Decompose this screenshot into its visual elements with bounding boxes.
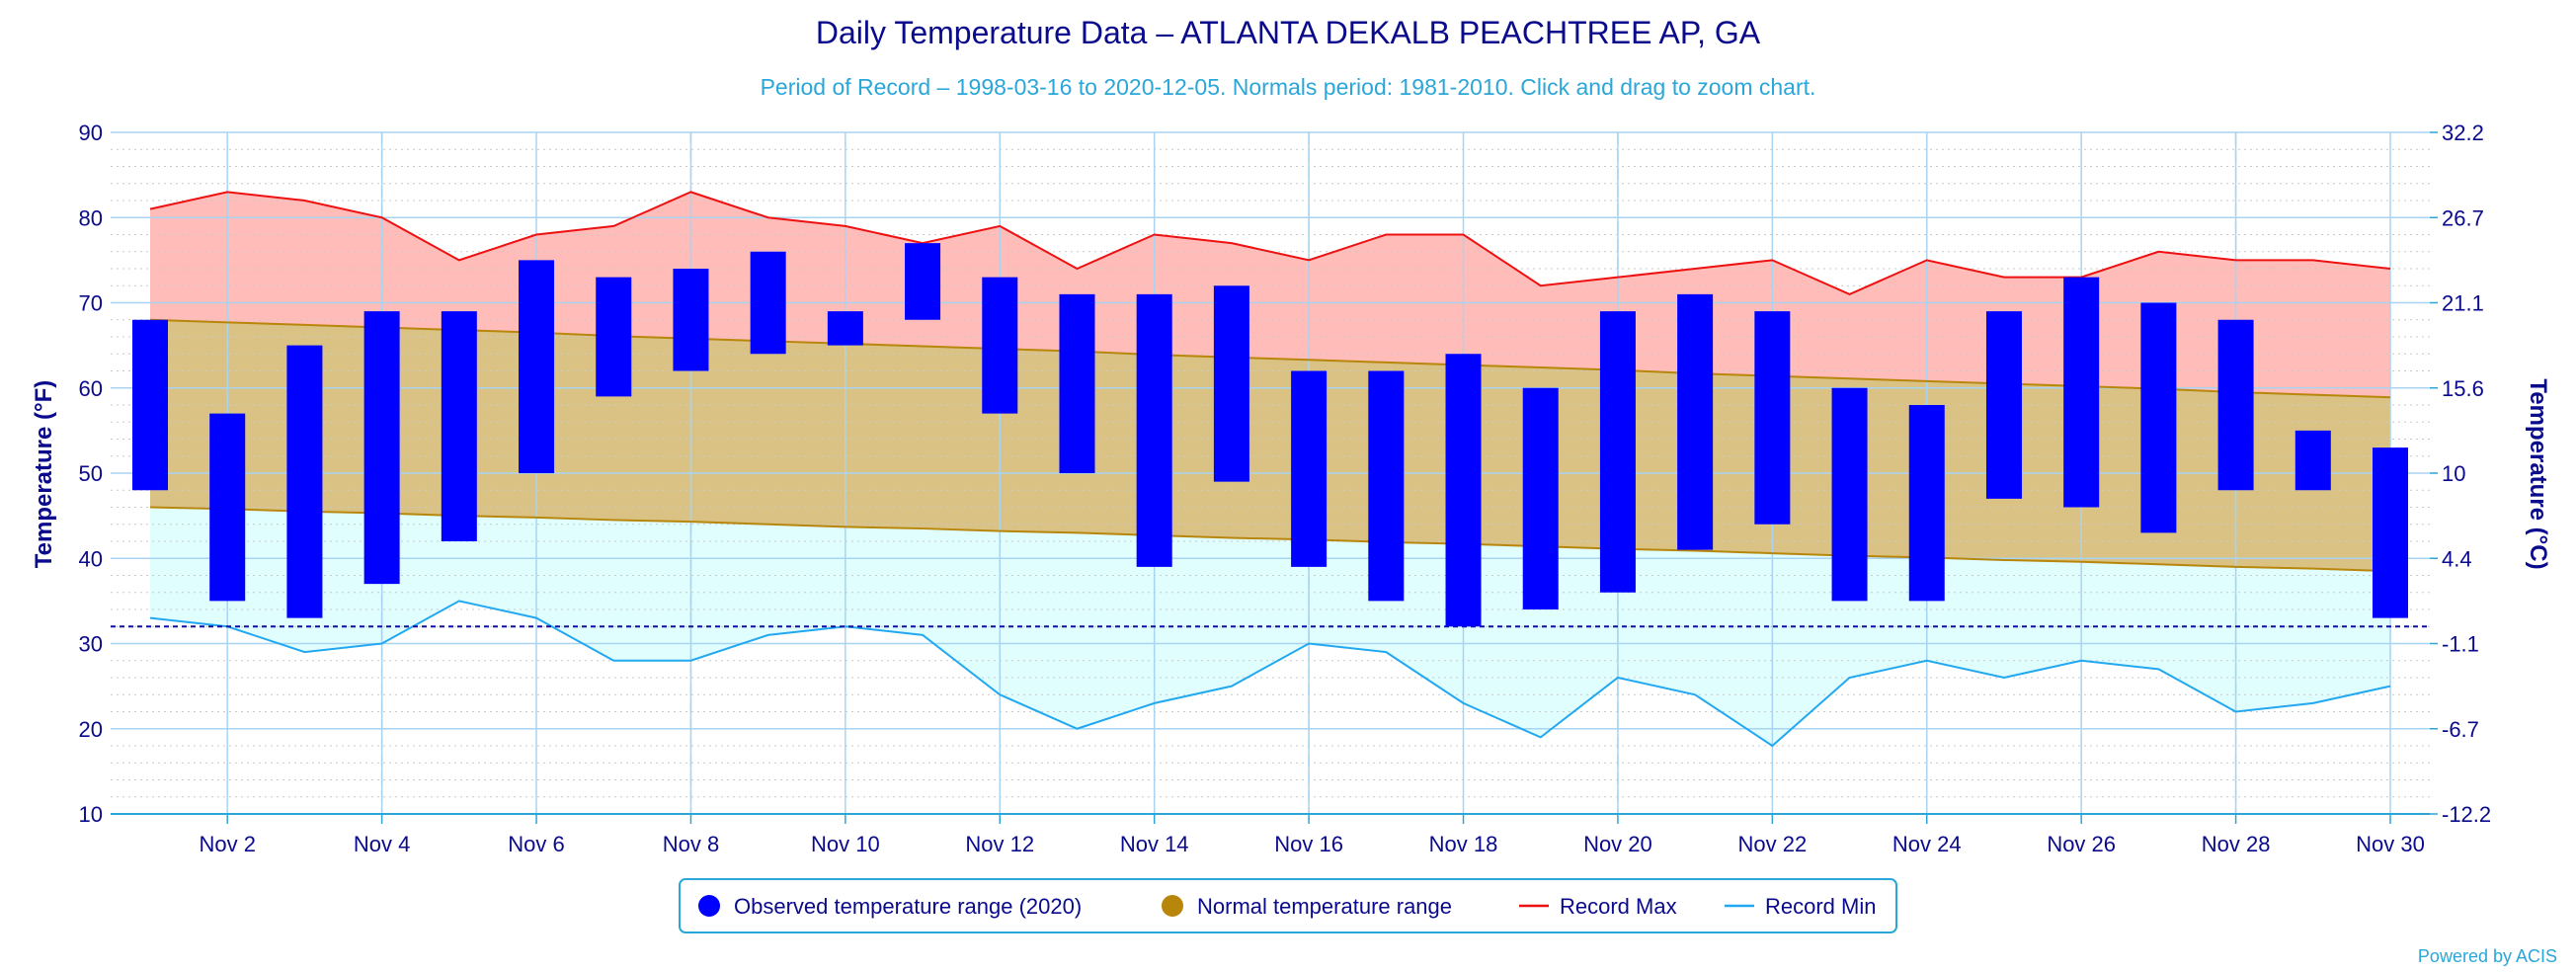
observed-bar-nov-15[interactable] [1213,285,1249,482]
x-tick-label: Nov 12 [965,832,1034,856]
x-tick-label: Nov 14 [1120,832,1189,856]
observed-bar-nov-22[interactable] [1754,311,1791,525]
record-max-line[interactable] [149,191,2391,295]
chart-legend: Observed temperature range (2020) Normal… [679,878,1897,933]
record-max-band [150,192,2390,398]
observed-bar-nov-12[interactable] [982,277,1018,414]
observed-bar-nov-18[interactable] [1445,354,1482,627]
x-tick-label: Nov 30 [2356,832,2425,856]
legend-observed-label[interactable]: Observed temperature range (2020) [734,894,1082,919]
y-tick-right: -6.7 [2442,717,2479,742]
observed-bar-nov-30[interactable] [2373,447,2408,618]
observed-bar-nov-24[interactable] [1908,405,1945,602]
y-tick-left: 10 [79,802,103,827]
normal-low-line [149,506,2391,573]
legend-normal-marker [1162,895,1183,917]
observed-bar-nov-20[interactable] [1599,311,1636,593]
observed-bar-nov-26[interactable] [2063,277,2100,508]
legend-record-min-label[interactable]: Record Min [1765,894,1876,919]
y-tick-right: 26.7 [2442,205,2484,230]
y-tick-left: 20 [79,717,103,742]
x-tick-label: Nov 18 [1429,832,1498,856]
x-tick-label: Nov 28 [2202,832,2271,856]
axes: 10 -12.2 20 -6.7 30 -1.1 40 4.4 50 10 60 15.6 70 21.1… [79,121,2492,856]
observed-bar-nov-8[interactable] [673,269,709,371]
y-tick-right: -12.2 [2442,802,2491,827]
x-tick-label: Nov 20 [1583,832,1652,856]
y-tick-right: 32.2 [2442,121,2484,145]
observed-bar-nov-2[interactable] [209,413,246,602]
normal-range-band [150,319,2390,572]
plot-area[interactable] [111,131,2430,815]
record-min-line[interactable] [149,600,2391,748]
observed-bar-nov-16[interactable] [1291,370,1328,567]
y-tick-right: 15.6 [2442,376,2484,401]
chart-title: Daily Temperature Data – ATLANTA DEKALB … [816,15,1761,50]
observed-bar-nov-1[interactable] [132,319,168,491]
observed-bar-nov-10[interactable] [827,311,863,346]
legend-box [679,878,1897,933]
legend-normal-label[interactable]: Normal temperature range [1197,894,1452,919]
credit-link[interactable]: Powered by ACIS [2418,946,2557,966]
y-tick-right: 21.1 [2442,291,2484,316]
observed-bar-nov-3[interactable] [286,345,323,618]
x-tick-label: Nov 26 [2047,832,2116,856]
y-tick-right: 10 [2442,461,2465,486]
observed-bar-nov-21[interactable] [1677,293,1714,550]
y-axis-title-right: Temperature (°C) [2525,378,2551,569]
chart-subtitle: Period of Record – 1998-03-16 to 2020-12… [761,74,1816,100]
observed-bar-nov-4[interactable] [363,311,400,585]
y-axis-title-left: Temperature (°F) [31,380,57,569]
observed-bar-nov-23[interactable] [1831,387,1868,602]
y-tick-left: 60 [79,376,103,401]
x-tick-label: Nov 22 [1737,832,1807,856]
observed-bar-nov-14[interactable] [1136,293,1172,567]
observed-bar-nov-6[interactable] [519,260,555,473]
y-tick-left: 80 [79,205,103,230]
observed-bar-nov-25[interactable] [1985,311,2022,499]
y-tick-left: 40 [79,546,103,571]
observed-bar-nov-29[interactable] [2294,430,2331,491]
y-tick-right: 4.4 [2442,546,2472,571]
legend-record-max-label[interactable]: Record Max [1560,894,1677,919]
observed-bar-nov-13[interactable] [1059,293,1095,473]
x-tick-label: Nov 16 [1274,832,1343,856]
observed-bar-nov-7[interactable] [596,277,632,397]
observed-bar-nov-11[interactable] [905,243,941,320]
observed-bar-nov-9[interactable] [750,251,786,355]
x-tick-label: Nov 8 [663,832,719,856]
y-tick-left: 70 [79,291,103,316]
observed-bar-nov-19[interactable] [1522,387,1559,609]
x-tick-label: Nov 6 [508,832,564,856]
y-tick-right: -1.1 [2442,632,2479,657]
x-tick-label: Nov 24 [1892,832,1962,856]
legend-observed-marker [698,895,720,917]
observed-bar-nov-27[interactable] [2140,302,2177,533]
y-tick-left: 90 [79,121,103,145]
y-tick-left: 50 [79,461,103,486]
x-tick-label: Nov 10 [811,832,880,856]
x-tick-label: Nov 2 [199,832,255,856]
y-tick-left: 30 [79,632,103,657]
observed-bar-nov-17[interactable] [1368,370,1405,602]
observed-bar-nov-5[interactable] [441,311,477,541]
observed-bar-nov-28[interactable] [2217,319,2254,491]
x-tick-label: Nov 4 [354,832,410,856]
